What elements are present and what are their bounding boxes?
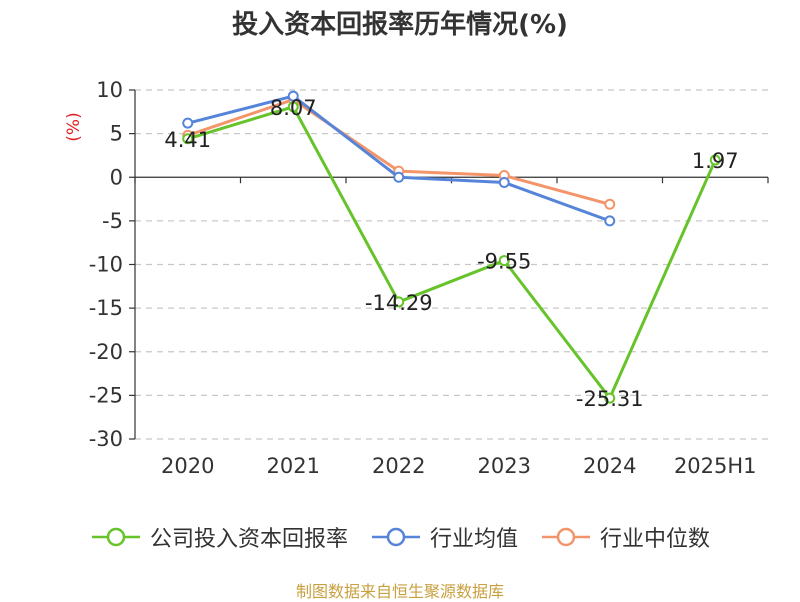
- legend-line-marker-icon: [542, 527, 590, 547]
- data-label: 4.41: [164, 128, 211, 152]
- legend-label-company: 公司投入资本回报率: [149, 527, 348, 552]
- series-company-point: [287, 101, 299, 113]
- y-tick-label: -15: [89, 296, 123, 320]
- legend-line-marker-icon: [91, 527, 140, 547]
- data-label: -25.31: [576, 387, 644, 411]
- data-label: -9.55: [477, 250, 531, 274]
- series-company-point: [393, 296, 405, 308]
- chart-plot: 10 5 0 -5 -10 -15 -20 -25 -30 2020 2021 2022 2023 202…: [64, 78, 769, 478]
- series-industry-median-point: [604, 198, 616, 210]
- legend-line-marker-icon: [371, 527, 420, 547]
- series-company-point: [498, 255, 510, 267]
- y-tick-label: -5: [102, 209, 123, 233]
- y-tick-label: -30: [89, 427, 123, 451]
- legend-item-industry-avg[interactable]: 行业均值: [370, 521, 518, 553]
- legend-label-industry-avg: 行业均值: [429, 527, 518, 552]
- y-tick-label: 10: [96, 78, 123, 102]
- legend-label-industry-median: 行业中位数: [600, 527, 711, 552]
- y-tick-label: 0: [110, 165, 123, 189]
- x-tick-label: 2023: [478, 454, 531, 478]
- series-company-point: [182, 133, 194, 145]
- series-company-line: [187, 105, 717, 400]
- y-tick-label: 5: [110, 122, 123, 146]
- legend-item-company[interactable]: 公司投入资本回报率: [90, 521, 348, 553]
- y-tick-label: -10: [89, 253, 123, 277]
- legend-item-industry-median[interactable]: 行业中位数: [540, 521, 710, 553]
- data-label: -14.29: [365, 291, 433, 315]
- series-industry-avg-point: [287, 90, 299, 102]
- y-tick-label: -25: [89, 383, 123, 407]
- series-industry-avg-point: [182, 117, 194, 129]
- data-label: 1.97: [692, 149, 739, 173]
- series-company-point: [604, 392, 616, 404]
- series-industry-avg-point: [604, 215, 616, 227]
- x-tick-label: 2025H1: [674, 454, 757, 478]
- x-tick-label: 2021: [267, 454, 320, 478]
- x-tick-label: 2022: [372, 454, 425, 478]
- x-tick-label: 2024: [583, 454, 636, 478]
- y-tick-label: -20: [89, 340, 123, 364]
- y-axis-unit-label: (%): [64, 112, 84, 141]
- series-industry-avg-point: [498, 176, 510, 188]
- x-tick-label: 2020: [161, 454, 214, 478]
- series-industry-median-line: [187, 98, 611, 206]
- legend: 公司投入资本回报率 行业均值 行业中位数: [0, 519, 800, 555]
- series-company-point: [709, 154, 721, 166]
- page-title: 投入资本回报率历年情况(%): [232, 10, 568, 40]
- source-note: 制图数据来自恒生聚源数据库: [295, 582, 504, 601]
- series-industry-avg-point: [393, 171, 405, 183]
- data-label: 8.07: [270, 96, 317, 120]
